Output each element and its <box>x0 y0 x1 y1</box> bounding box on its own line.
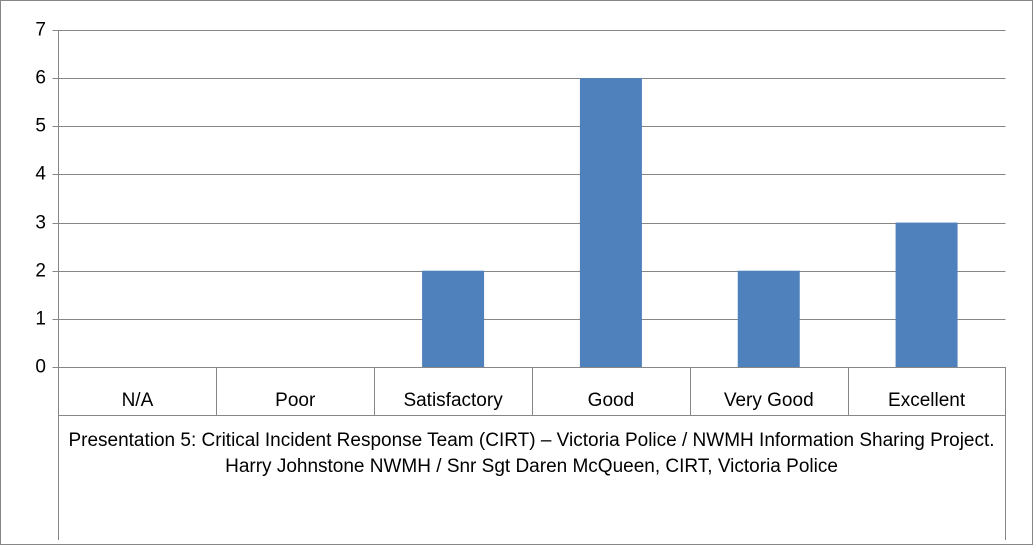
y-tick-label: 4 <box>35 164 46 185</box>
bar <box>737 270 800 367</box>
y-tick-label: 1 <box>35 309 46 330</box>
y-tick-label: 0 <box>35 357 46 378</box>
bar <box>579 78 642 368</box>
bar <box>422 270 485 367</box>
y-tick-label: 7 <box>35 20 46 41</box>
y-tick-label: 5 <box>35 116 46 137</box>
x-tick-label: Satisfactory <box>403 390 503 411</box>
x-tick-label: Poor <box>275 390 316 411</box>
y-tick-label: 3 <box>35 213 46 234</box>
x-tick-label: Very Good <box>724 390 814 411</box>
x-tick-label: N/A <box>122 390 154 411</box>
x-tick-label: Good <box>588 390 634 411</box>
x-axis-label: Presentation 5: Critical Incident Respon… <box>68 430 995 477</box>
bar <box>895 222 958 367</box>
y-tick-label: 2 <box>35 261 46 282</box>
y-tick-label: 6 <box>35 68 46 89</box>
x-tick-label: Excellent <box>888 390 966 411</box>
